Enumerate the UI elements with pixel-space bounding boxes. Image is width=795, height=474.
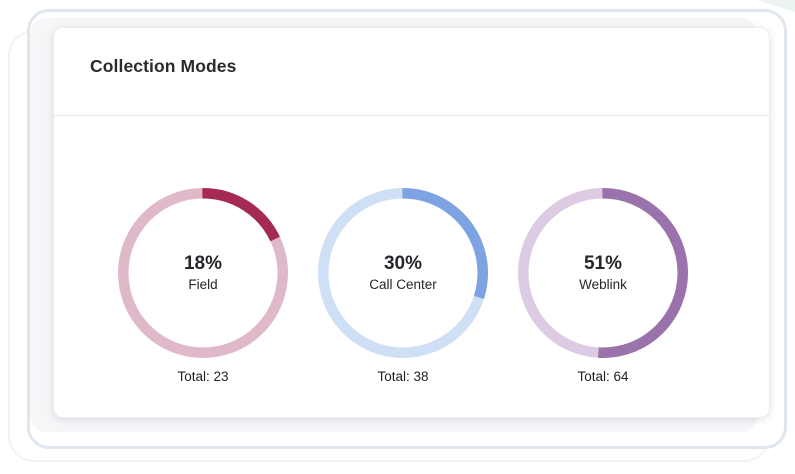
donut-chart-field[interactable]: 18% Field Total: 23 xyxy=(118,188,288,384)
donut-ring-field[interactable]: 18% Field xyxy=(118,188,288,358)
charts-row: 18% Field Total: 23 30% Call Center xyxy=(54,116,769,384)
card-header: Collection Modes xyxy=(54,28,769,78)
donut-value-segment[interactable] xyxy=(318,188,488,358)
donut-value-segment[interactable] xyxy=(118,188,288,358)
card-title: Collection Modes xyxy=(90,56,237,76)
header-divider xyxy=(54,115,769,116)
donut-value-segment[interactable] xyxy=(518,188,688,358)
donut-ring-weblink[interactable]: 51% Weblink xyxy=(518,188,688,358)
donut-svg xyxy=(518,188,688,358)
donut-total: Total: 23 xyxy=(177,369,229,384)
donut-svg xyxy=(318,188,488,358)
donut-total: Total: 38 xyxy=(377,369,429,384)
donut-svg xyxy=(118,188,288,358)
collection-modes-card: Collection Modes 18% Field Total: 23 xyxy=(53,27,770,418)
donut-total: Total: 64 xyxy=(577,369,629,384)
donut-chart-weblink[interactable]: 51% Weblink Total: 64 xyxy=(518,188,688,384)
donut-chart-call-center[interactable]: 30% Call Center Total: 38 xyxy=(318,188,488,384)
donut-ring-call-center[interactable]: 30% Call Center xyxy=(318,188,488,358)
